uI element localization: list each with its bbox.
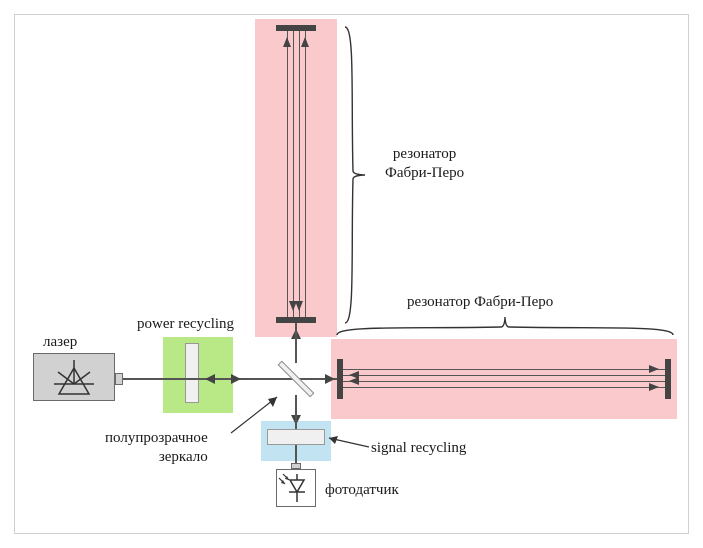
beam-fp-right-1 bbox=[343, 369, 665, 370]
fp-top-region bbox=[255, 19, 337, 337]
brace-right-fp bbox=[333, 315, 677, 341]
beam-splitter-down bbox=[295, 395, 297, 429]
fp-right-label: резонатор Фабри-Перо bbox=[407, 293, 553, 312]
beam-fp-right-2 bbox=[343, 375, 665, 376]
laser-label: лазер bbox=[43, 333, 77, 352]
beam-fp-top-2 bbox=[293, 31, 294, 317]
fp-right-near-mirror bbox=[337, 359, 343, 399]
signal-recycling-label: signal recycling bbox=[371, 439, 466, 458]
signal-recycling-mirror bbox=[267, 429, 325, 445]
photodetector-box bbox=[276, 469, 316, 507]
beam-fp-top-4 bbox=[305, 31, 306, 317]
beam-fp-top-3 bbox=[299, 31, 300, 317]
beam-fp-right-3 bbox=[343, 381, 665, 382]
fp-top-label-line1: резонатор bbox=[393, 146, 456, 162]
beam-main-horizontal bbox=[123, 378, 337, 380]
photodetector-label: фотодатчик bbox=[325, 481, 399, 500]
beam-splitter-label: полупрозрачное зеркало bbox=[105, 429, 208, 467]
photodiode-icon bbox=[277, 470, 317, 508]
power-recycling-label: power recycling bbox=[137, 315, 234, 334]
fp-top-label: резонатор Фабри-Перо bbox=[385, 145, 464, 183]
laser-symbol-icon bbox=[34, 354, 116, 402]
power-recycling-mirror bbox=[185, 343, 199, 403]
fp-right-end-mirror bbox=[665, 359, 671, 399]
laser-box bbox=[33, 353, 115, 401]
beam-splitter-up bbox=[295, 323, 297, 363]
fp-right-region bbox=[331, 339, 677, 419]
beam-fp-top-1 bbox=[287, 31, 288, 317]
laser-nozzle bbox=[115, 373, 123, 385]
beam-fp-right-4 bbox=[343, 387, 665, 388]
fp-top-label-line2: Фабри-Перо bbox=[385, 165, 464, 181]
fp-top-end-mirror bbox=[276, 25, 316, 31]
diagram-frame: лазер power recycling резонатор Фабри-Пе… bbox=[14, 14, 689, 534]
beam-splitter-label-line2: зеркало bbox=[159, 449, 208, 465]
beam-splitter-label-line1: полупрозрачное bbox=[105, 430, 208, 446]
brace-top-fp bbox=[341, 25, 371, 325]
